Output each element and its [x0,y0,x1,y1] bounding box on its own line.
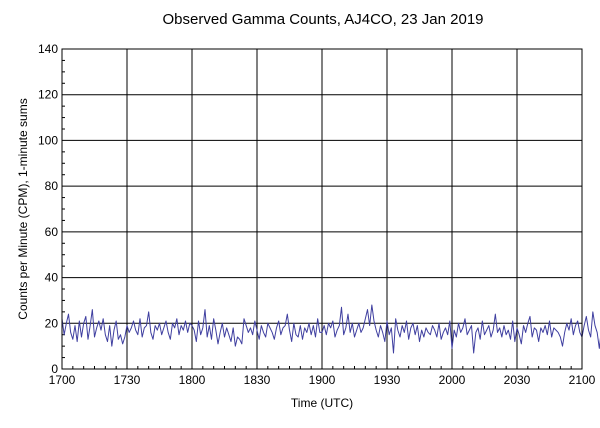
y-tick-label: 40 [45,271,59,285]
y-tick-label: 60 [45,225,59,239]
x-axis-label: Time (UTC) [291,396,353,410]
y-axis-label: Counts per Minute (CPM), 1-minute sums [16,98,30,319]
x-tick-label: 2000 [439,373,466,387]
y-tick-label: 120 [38,88,58,102]
series-line [61,304,600,354]
x-tick-label: 1900 [309,373,336,387]
plot-frame [61,48,583,370]
x-tick-label: 2100 [569,373,596,387]
y-tick-label: 20 [45,316,59,330]
x-axis-tick-labels: 1700 1730 1800 1830 1900 1930 2000 2030 2100 [49,373,596,387]
series-group [61,304,600,354]
y-axis-tick-labels: 0 20 40 60 80 100 120 140 [38,42,58,376]
y-tick-label: 100 [38,133,58,147]
x-tick-label: 1730 [114,373,141,387]
x-tick-label: 1700 [49,373,76,387]
x-tick-label: 1930 [374,373,401,387]
x-tick-label: 2030 [504,373,531,387]
x-tick-label: 1830 [244,373,271,387]
chart-title: Observed Gamma Counts, AJ4CO, 23 Jan 201… [163,11,484,28]
grid-lines [62,49,582,369]
y-tick-label: 80 [45,179,59,193]
y-tick-label: 0 [51,362,58,376]
x-tick-label: 1800 [179,373,206,387]
y-tick-label: 140 [38,42,58,56]
